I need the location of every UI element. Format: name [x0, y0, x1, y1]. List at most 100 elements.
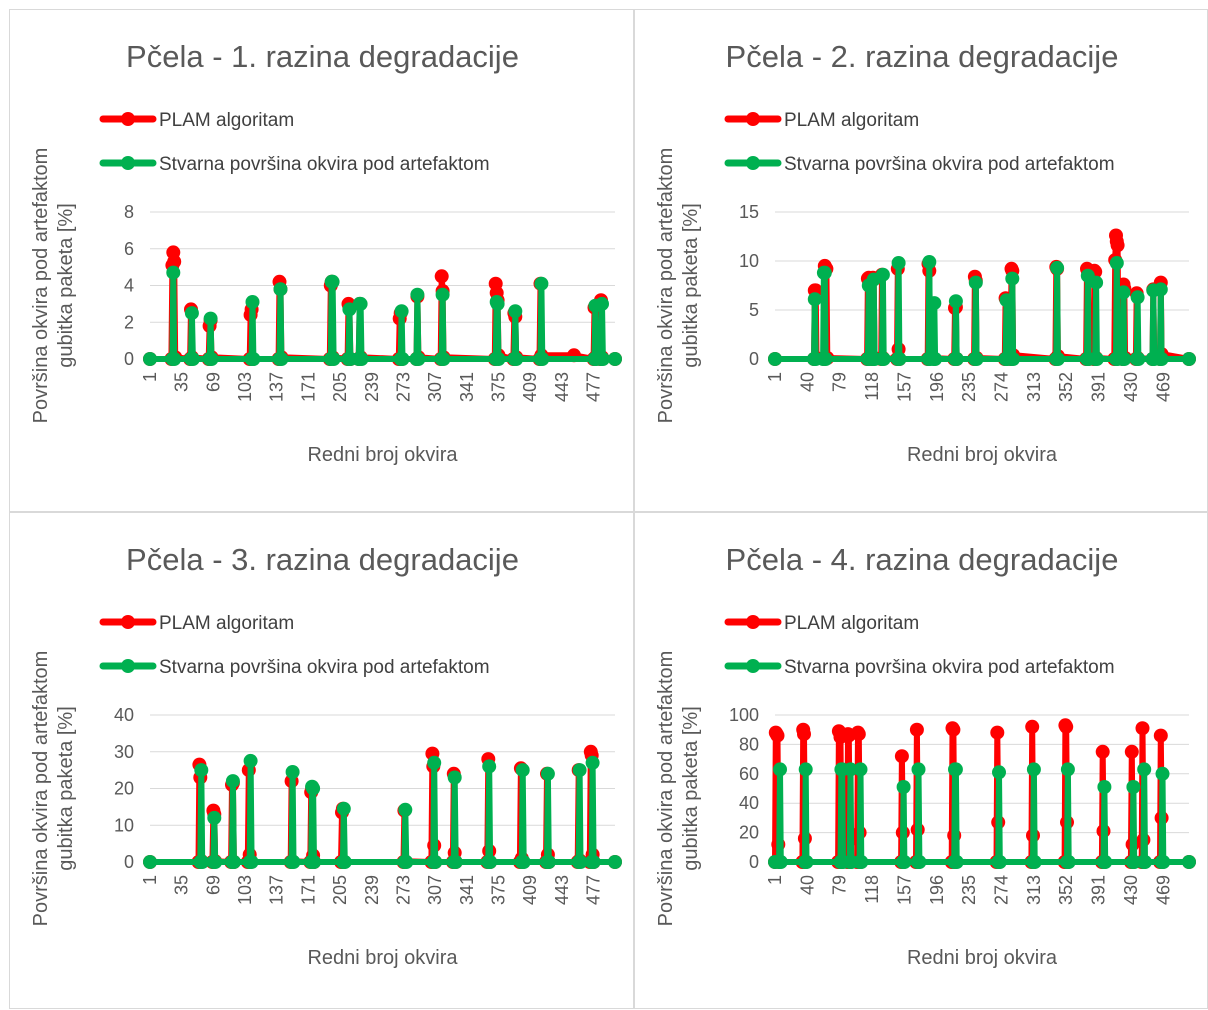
data-point: [909, 722, 924, 737]
chart-title: Pčela - 1. razina degradacije: [126, 39, 519, 74]
data-point: [483, 855, 498, 869]
data-point: [1050, 352, 1065, 366]
data-point: [1110, 238, 1125, 253]
data-point: [854, 855, 869, 869]
y-tick-label: 15: [739, 202, 759, 222]
data-point: [436, 352, 451, 366]
series-2-group: [768, 762, 1196, 869]
data-point: [798, 762, 813, 777]
data-point: [1126, 780, 1141, 794]
data-point: [353, 296, 368, 311]
data-point: [1156, 855, 1171, 869]
data-point: [166, 265, 181, 280]
y-tick-label: 80: [739, 734, 759, 754]
series-1-group: [143, 245, 622, 366]
data-point: [912, 855, 927, 869]
data-point: [398, 802, 413, 817]
data-point: [1182, 855, 1196, 869]
data-point: [807, 292, 822, 307]
y-axis-title: gubitka paketa [%]: [55, 203, 77, 368]
x-tick-label: 313: [1024, 875, 1044, 905]
data-point: [927, 296, 942, 311]
data-point: [1135, 721, 1150, 736]
legend-marker-2: [121, 659, 135, 673]
legend-label-2: Stvarna površina okvira pod artefaktom: [784, 154, 1115, 175]
data-point: [1025, 719, 1040, 734]
legend-marker-1: [746, 615, 760, 629]
data-point: [435, 287, 450, 302]
data-point: [394, 304, 409, 319]
data-point: [509, 352, 524, 366]
data-point: [969, 352, 984, 366]
x-tick-label: 239: [362, 875, 382, 905]
x-tick-label: 103: [235, 372, 255, 402]
data-point: [326, 352, 341, 366]
y-tick-label: 0: [124, 852, 134, 872]
y-tick-label: 40: [739, 793, 759, 813]
chart-svg-1: Pčela - 1. razina degradacije PLAM algori…: [30, 39, 622, 466]
data-point: [1155, 766, 1170, 781]
data-point: [595, 352, 610, 366]
data-point: [399, 855, 414, 869]
x-tick-label: 1: [765, 372, 785, 382]
data-point: [946, 722, 961, 737]
data-point: [515, 763, 530, 778]
series-line-2: [147, 757, 618, 865]
data-point: [990, 725, 1005, 740]
data-point: [208, 855, 223, 869]
data-point: [1089, 352, 1104, 366]
series-2-group: [143, 753, 622, 869]
x-tick-label: 137: [267, 875, 287, 905]
legend-marker-1: [121, 615, 135, 629]
data-point: [585, 755, 600, 770]
data-point: [243, 753, 258, 768]
x-tick-label: 137: [267, 372, 287, 402]
data-point: [843, 762, 858, 777]
legend-label-2: Stvarna površina okvira pod artefaktom: [159, 657, 490, 678]
data-point: [851, 727, 866, 742]
y-tick-label: 20: [739, 823, 759, 843]
y-tick-label: 2: [124, 312, 134, 332]
x-tick-label: 409: [520, 875, 540, 905]
x-tick-label: 103: [235, 875, 255, 905]
data-point: [949, 855, 964, 869]
x-tick-label: 1: [140, 372, 160, 382]
chart-title: Pčela - 3. razina degradacije: [126, 542, 519, 577]
x-tick-label: 469: [1153, 372, 1173, 402]
y-axis-title: Površina okvira pod artefaktom: [30, 651, 52, 927]
data-point: [1095, 744, 1110, 759]
data-point: [395, 352, 410, 366]
y-tick-label: 0: [124, 349, 134, 369]
data-point: [1138, 855, 1152, 869]
x-tick-label: 1: [140, 875, 160, 885]
data-point: [1097, 780, 1112, 794]
data-point: [1109, 256, 1124, 270]
x-tick-label: 391: [1089, 372, 1109, 402]
x-tick-label: 196: [927, 372, 947, 402]
data-point: [167, 254, 182, 269]
data-point: [773, 855, 788, 869]
legend-marker-2: [746, 659, 760, 673]
data-point: [325, 274, 340, 289]
data-point: [608, 855, 622, 869]
y-tick-label: 20: [114, 779, 134, 799]
data-point: [948, 294, 963, 309]
data-point: [226, 855, 241, 869]
data-point: [595, 296, 609, 311]
x-tick-label: 196: [927, 875, 947, 905]
data-point: [817, 265, 832, 280]
x-tick-label: 375: [489, 372, 509, 402]
x-tick-label: 205: [330, 372, 350, 402]
data-point: [1154, 352, 1169, 366]
series-2-group: [143, 265, 622, 366]
x-tick-label: 443: [552, 372, 572, 402]
x-tick-label: 430: [1121, 372, 1141, 402]
data-point: [207, 810, 222, 825]
chart-svg-3: Pčela - 3. razina degradacije PLAM algori…: [30, 542, 622, 969]
data-point: [448, 855, 463, 869]
data-point: [225, 774, 240, 789]
data-point: [572, 763, 587, 778]
data-point: [1060, 762, 1075, 777]
x-tick-label: 352: [1056, 372, 1076, 402]
